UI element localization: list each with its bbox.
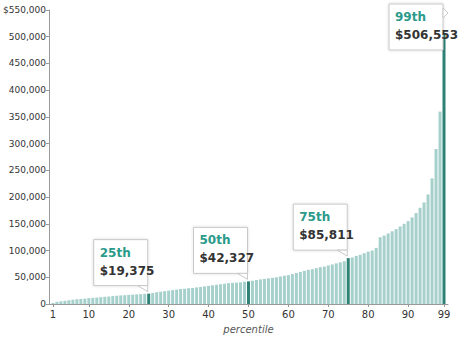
svg-text:250,000: 250,000 — [9, 165, 46, 175]
svg-text:$42,327: $42,327 — [199, 251, 254, 265]
svg-text:100,000: 100,000 — [9, 246, 46, 256]
svg-text:99th: 99th — [395, 10, 426, 24]
svg-text:80: 80 — [362, 309, 375, 320]
svg-text:400,000: 400,000 — [9, 85, 46, 95]
svg-text:350,000: 350,000 — [9, 112, 46, 122]
svg-text:150,000: 150,000 — [9, 219, 46, 229]
svg-text:50,000: 50,000 — [14, 272, 46, 282]
svg-text:$19,375: $19,375 — [100, 264, 155, 278]
svg-text:percentile: percentile — [222, 324, 273, 335]
svg-text:$506,553: $506,553 — [395, 28, 458, 42]
svg-text:50: 50 — [242, 309, 255, 320]
svg-text:1: 1 — [50, 309, 56, 320]
svg-text:$85,811: $85,811 — [299, 228, 354, 242]
svg-text:99: 99 — [438, 309, 451, 320]
svg-text:60: 60 — [282, 309, 295, 320]
svg-text:70: 70 — [322, 309, 335, 320]
svg-text:90: 90 — [402, 309, 415, 320]
svg-text:450,000: 450,000 — [9, 58, 46, 68]
svg-text:500,000: 500,000 — [9, 32, 46, 42]
svg-text:$550,000: $550,000 — [3, 5, 46, 15]
svg-text:10: 10 — [82, 309, 95, 320]
svg-text:25th: 25th — [100, 246, 131, 260]
svg-text:75th: 75th — [299, 210, 330, 224]
svg-text:200,000: 200,000 — [9, 192, 46, 202]
svg-text:300,000: 300,000 — [9, 139, 46, 149]
svg-text:0: 0 — [40, 299, 46, 309]
svg-text:40: 40 — [202, 309, 215, 320]
svg-text:20: 20 — [122, 309, 135, 320]
svg-text:30: 30 — [162, 309, 175, 320]
svg-text:50th: 50th — [199, 233, 230, 247]
